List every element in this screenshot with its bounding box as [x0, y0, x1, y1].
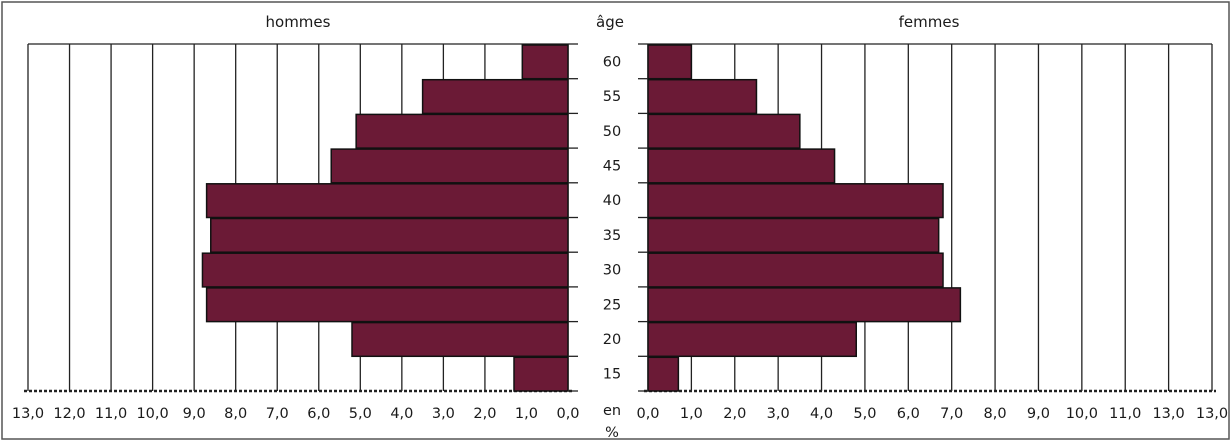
hommes-x-tick: 7,0 [266, 406, 289, 422]
femmes-x-tick: 3,0 [767, 406, 790, 422]
hommes-x-tick: 6,0 [307, 406, 330, 422]
age-label-30: 30 [603, 263, 621, 279]
hommes-x-tick-labels: 13,0 12,0 11,0 10,0 9,0 8,0 7,0 6,0 5,0 4,0 3,0 2,0… [12, 406, 580, 422]
femmes-x-tick: 13,0 [1196, 406, 1228, 422]
age-label-55: 55 [603, 89, 621, 105]
hommes-bar-40 [205, 183, 569, 219]
hommes-bar-25 [205, 287, 569, 323]
age-label-50: 50 [603, 124, 621, 140]
femmes-bar-40 [647, 183, 944, 219]
hommes-bar-20 [351, 321, 569, 358]
femmes-x-tick: 0,0 [636, 406, 659, 422]
femmes-bar-55 [647, 78, 758, 115]
femmes-x-tick: 7,0 [940, 406, 963, 422]
hommes-bar-50 [355, 113, 569, 149]
hommes-bar-35 [210, 217, 569, 253]
femmes-x-tick: 4,0 [810, 406, 833, 422]
age-label-60: 60 [603, 54, 621, 70]
femmes-bar-30 [647, 252, 944, 288]
hommes-x-tick: 9,0 [183, 406, 206, 422]
hommes-x-tick: 5,0 [349, 406, 372, 422]
femmes-bar-15 [647, 356, 680, 392]
femmes-bars [647, 44, 962, 392]
hommes-x-tick: 1,0 [515, 406, 538, 422]
hommes-x-tick: 8,0 [224, 406, 247, 422]
femmes-x-tick: 9,0 [1027, 406, 1050, 422]
femmes-bar-20 [647, 321, 857, 358]
femmes-title: femmes [899, 13, 960, 31]
age-label-20: 20 [603, 332, 621, 348]
femmes-x-tick: 5,0 [853, 406, 876, 422]
hommes-title: hommes [266, 13, 331, 31]
age-axis-title: âge [596, 13, 624, 31]
age-label-25: 25 [603, 297, 621, 313]
hommes-bars [201, 44, 569, 392]
age-label-35: 35 [603, 228, 621, 244]
age-label-45: 45 [603, 158, 621, 174]
femmes-bar-50 [647, 113, 801, 149]
femmes-bar-25 [647, 287, 962, 323]
hommes-bar-55 [421, 78, 569, 115]
hommes-x-tick: 10,0 [136, 406, 168, 422]
femmes-x-tick-labels: 0,0 1,0 2,0 3,0 4,0 5,0 6,0 7,0 8,0 9,0 10,0 11,0 13… [636, 406, 1228, 422]
hommes-bar-45 [330, 148, 569, 184]
hommes-x-tick: 12,0 [53, 406, 85, 422]
femmes-bar-45 [647, 148, 836, 184]
femmes-bar-60 [647, 44, 693, 80]
hommes-x-tick: 3,0 [432, 406, 455, 422]
femmes-x-tick: 2,0 [723, 406, 746, 422]
femmes-x-tick: 1,0 [680, 406, 703, 422]
age-label-40: 40 [603, 193, 621, 209]
hommes-x-tick: 4,0 [390, 406, 413, 422]
femmes-x-tick: 11,0 [1109, 406, 1141, 422]
hommes-x-tick: 0,0 [556, 406, 579, 422]
hommes-bar-30 [201, 252, 569, 288]
hommes-x-tick: 11,0 [95, 406, 127, 422]
age-axis-labels: 60 55 50 45 40 35 30 25 20 15 [603, 54, 621, 382]
unit-label-percent: % [605, 425, 619, 441]
hommes-bar-60 [521, 44, 569, 80]
femmes-x-tick: 10,0 [1066, 406, 1098, 422]
femmes-bar-35 [647, 217, 940, 253]
age-axis-ticks [568, 43, 648, 392]
femmes-x-tick: 8,0 [984, 406, 1007, 422]
femmes-x-tick: 13,0 [1152, 406, 1184, 422]
hommes-x-tick: 13,0 [12, 406, 44, 422]
unit-label-en: en [603, 403, 621, 419]
femmes-x-tick: 6,0 [897, 406, 920, 422]
age-label-15: 15 [603, 367, 621, 383]
hommes-x-tick: 2,0 [473, 406, 496, 422]
hommes-bar-15 [513, 356, 569, 392]
